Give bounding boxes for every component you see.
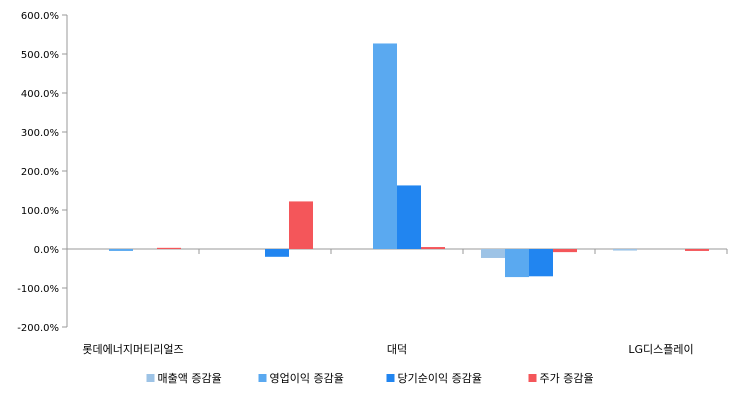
bar-4-cat-2 xyxy=(289,201,313,249)
y-tick-label: 200.0% xyxy=(21,167,59,178)
y-tick-label: 500.0% xyxy=(21,50,59,61)
bar-1-cat-5 xyxy=(613,249,637,251)
y-tick-label: 600.0% xyxy=(21,11,59,22)
legend-label: 매출액 증감율 xyxy=(158,372,222,385)
bar-3-cat-3 xyxy=(397,185,421,249)
bar-3-cat-4 xyxy=(529,249,553,277)
legend-swatch xyxy=(258,374,267,382)
bar-1-cat-4 xyxy=(481,249,505,258)
y-tick-label: -100.0% xyxy=(17,284,59,295)
y-axis: -200.0% -100.0% 0.0% 100.0% 200.0% 300.0% 400.… xyxy=(17,11,68,334)
bar-4-cat-1 xyxy=(157,247,181,249)
y-tick-label: 300.0% xyxy=(21,128,59,139)
legend-label: 주가 증감율 xyxy=(540,372,594,385)
legend: 매출액 증감율 영업이익 증감율 당기순이익 증감율 주가 증감율 xyxy=(146,372,594,385)
legend-swatch xyxy=(386,374,395,382)
bar-4-cat-5 xyxy=(685,249,709,251)
y-tick-label: -200.0% xyxy=(17,323,59,334)
bar-2-cat-3 xyxy=(373,43,397,249)
bar-2-cat-4 xyxy=(505,249,529,278)
bars xyxy=(109,43,709,278)
bar-4-cat-3 xyxy=(421,247,445,249)
x-category-label: LG디스플레이 xyxy=(628,343,693,356)
legend-swatch xyxy=(528,374,537,382)
x-category-label: 대덕 xyxy=(387,343,407,356)
bar-3-cat-2 xyxy=(265,249,289,257)
legend-label: 당기순이익 증감율 xyxy=(398,372,482,385)
bar-4-cat-4 xyxy=(553,249,577,253)
bar-2-cat-1 xyxy=(109,249,133,251)
y-tick-label: 0.0% xyxy=(34,245,59,256)
y-tick-label: 100.0% xyxy=(21,206,59,217)
y-tick-label: 400.0% xyxy=(21,89,59,100)
category-labels: 롯데에너지머티리얼즈 대덕 LG디스플레이 xyxy=(82,342,693,356)
legend-swatch xyxy=(146,374,155,382)
x-category-label: 롯데에너지머티리얼즈 xyxy=(82,342,183,356)
legend-label: 영업이익 증감율 xyxy=(270,372,344,385)
